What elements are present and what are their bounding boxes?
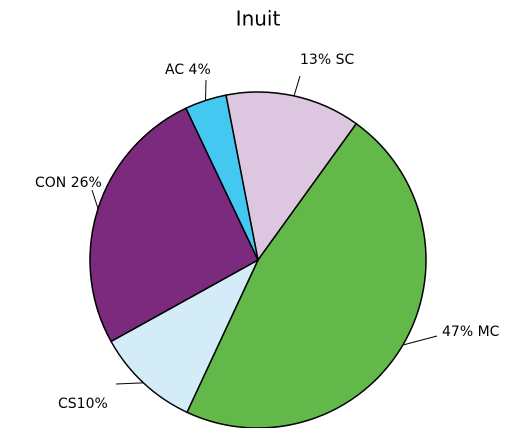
leader-line (115, 382, 144, 385)
pie-slice (184, 94, 259, 261)
slice-label: CS10% (58, 396, 108, 412)
slice-label: 13% SC (300, 52, 354, 68)
slice-label: CON 26% (35, 175, 102, 191)
pie-slice (225, 91, 358, 262)
leader-line (91, 189, 99, 209)
leader-line (402, 335, 438, 346)
pie-slice (89, 107, 259, 343)
slice-label: 47% MC (442, 324, 500, 340)
slice-label: AC 4% (165, 62, 211, 78)
chart-title: Inuit (236, 7, 281, 31)
leader-line (293, 75, 301, 97)
